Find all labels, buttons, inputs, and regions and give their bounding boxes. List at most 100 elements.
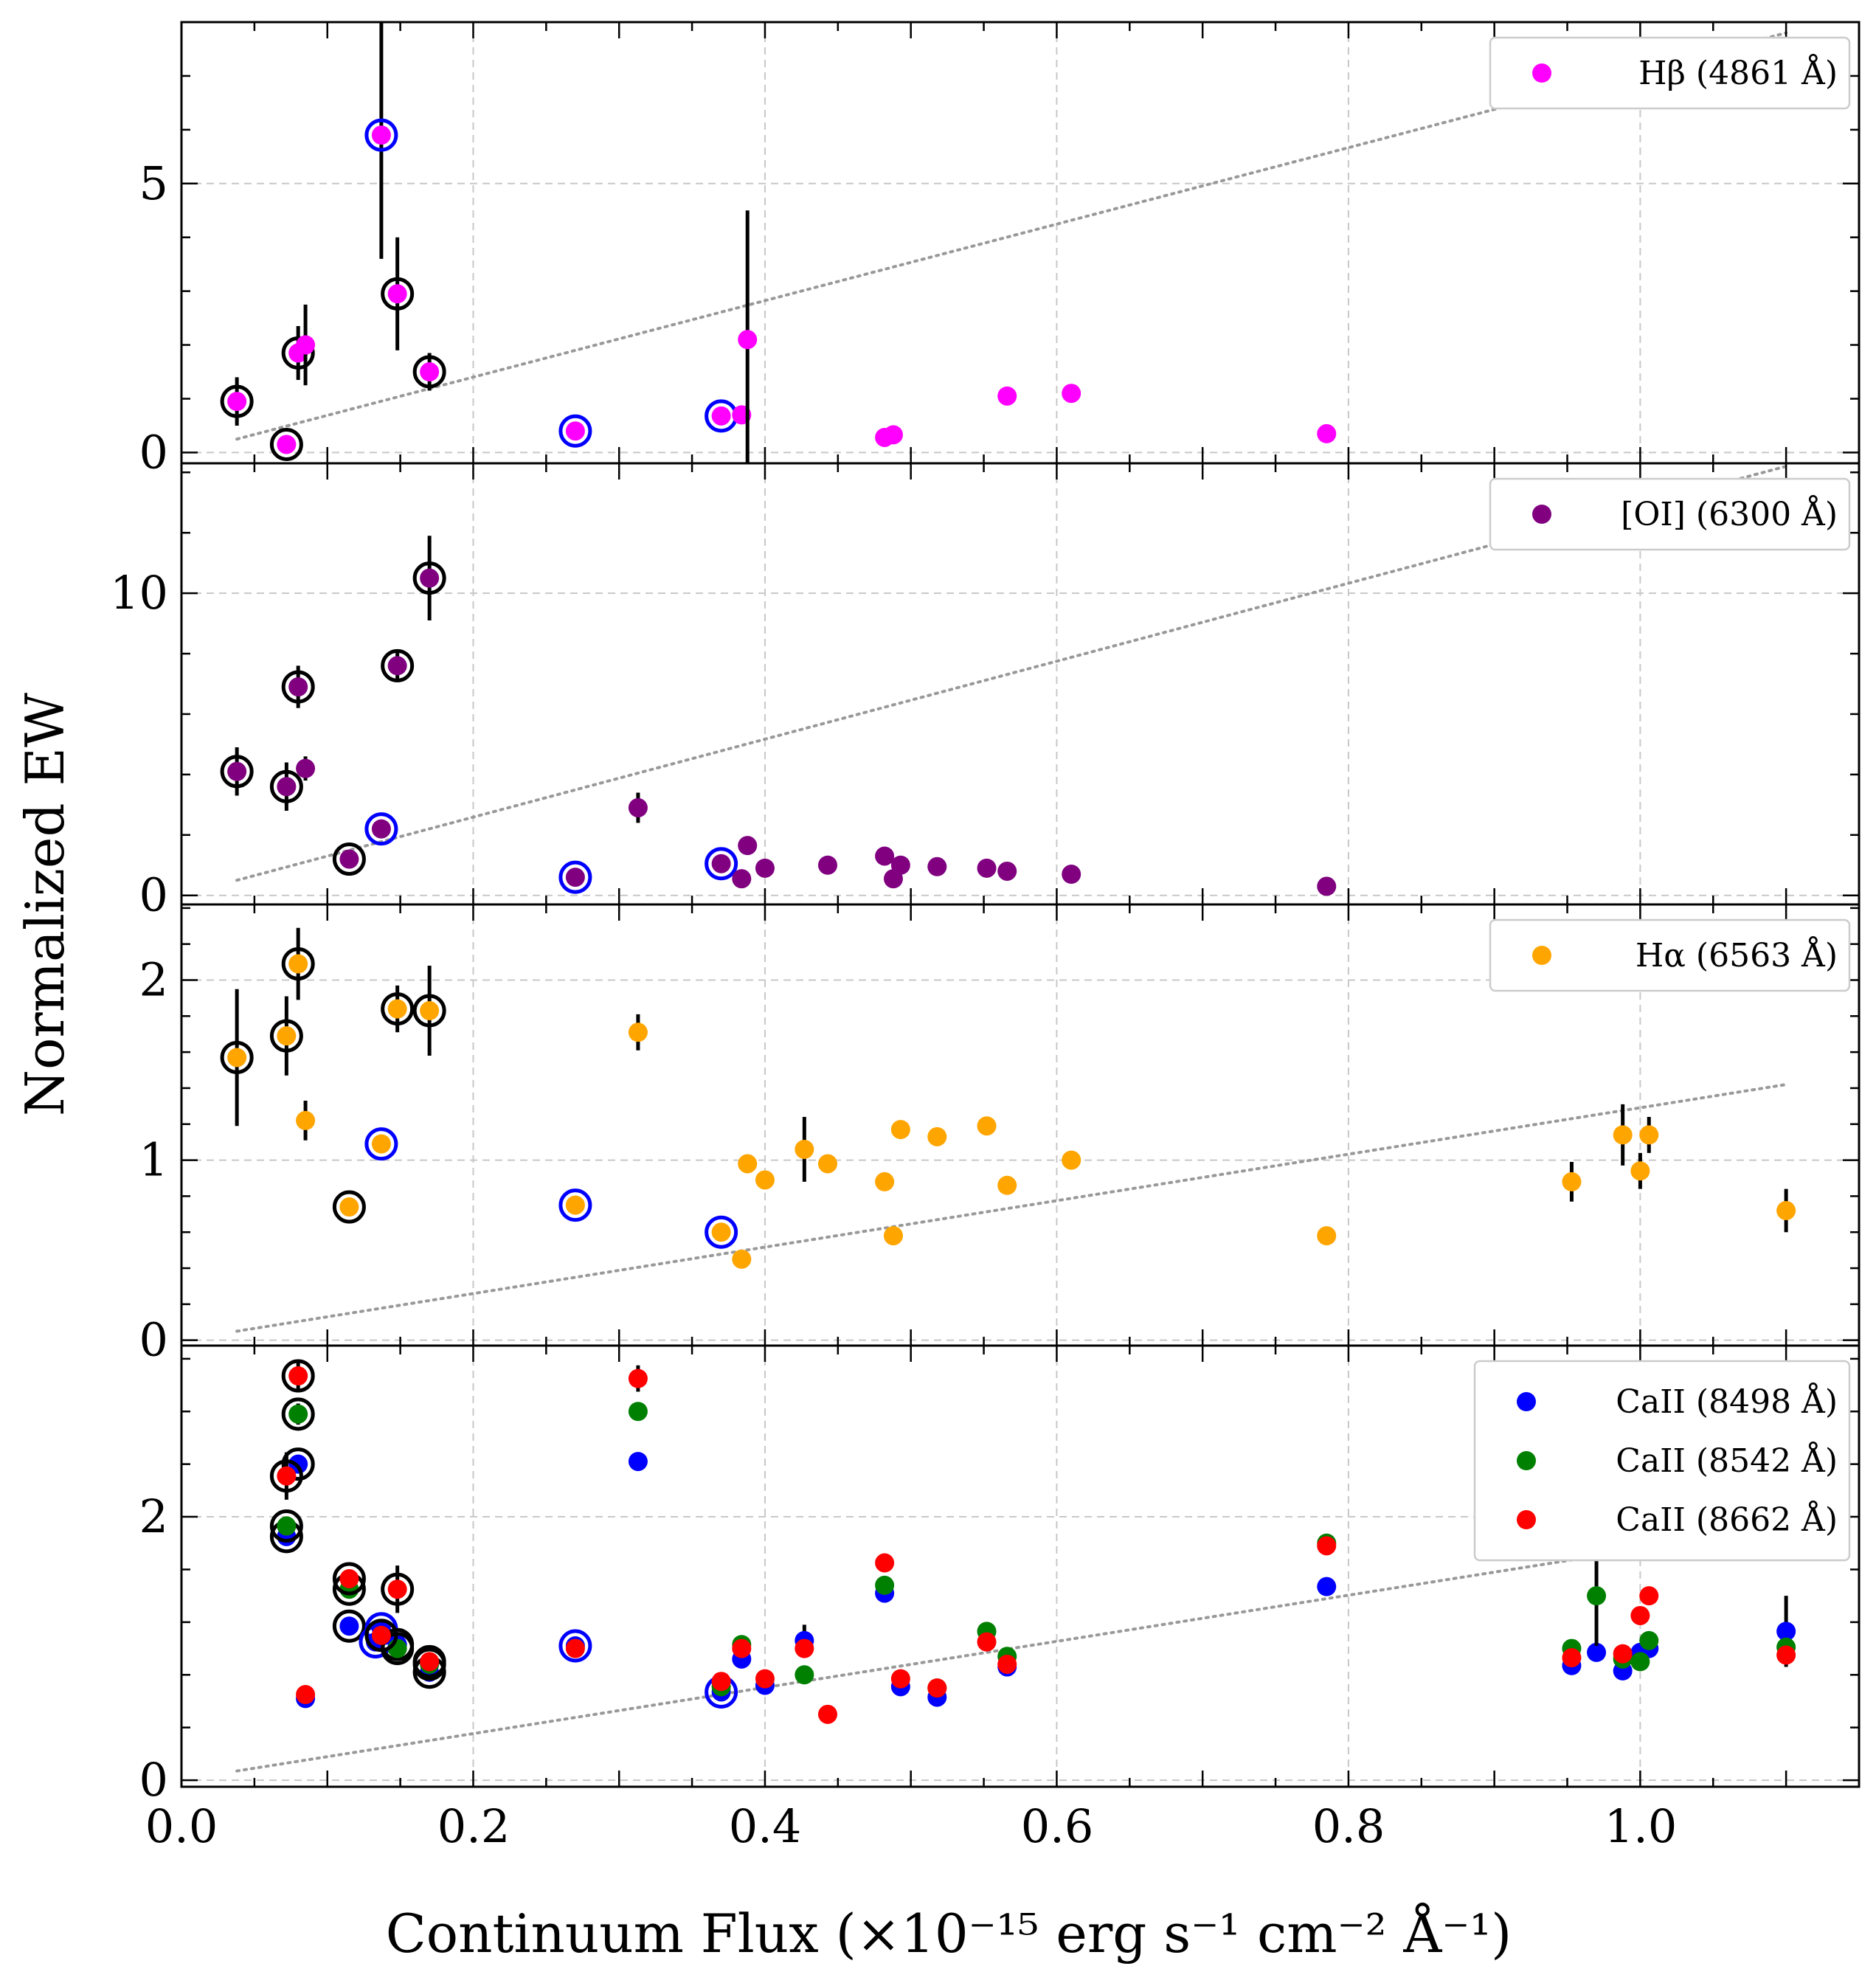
x-tick-label: 0.8 bbox=[1312, 1799, 1385, 1853]
y-tick-label: 0 bbox=[139, 1753, 168, 1807]
data-point bbox=[371, 1134, 391, 1154]
data-point bbox=[1639, 1586, 1659, 1606]
data-point bbox=[565, 1195, 585, 1215]
data-point bbox=[883, 425, 903, 445]
data-point bbox=[1317, 1577, 1337, 1596]
data-point bbox=[732, 1638, 752, 1658]
data-point bbox=[1587, 1586, 1607, 1606]
highlight-ring bbox=[705, 847, 738, 881]
highlight-ring bbox=[332, 1609, 366, 1643]
y-tick-label: 0 bbox=[139, 1313, 168, 1367]
data-point bbox=[420, 1652, 440, 1672]
legend: [OI] (6300 Å) bbox=[1489, 477, 1851, 551]
highlight-ring bbox=[364, 1127, 398, 1161]
tick-marks bbox=[180, 1346, 1861, 1787]
data-point bbox=[1317, 1226, 1337, 1246]
legend-marker bbox=[1517, 1392, 1536, 1411]
data-point bbox=[277, 1466, 297, 1486]
data-point bbox=[420, 568, 440, 588]
highlight-ring bbox=[558, 1188, 592, 1222]
data-point bbox=[277, 777, 297, 797]
data-point bbox=[875, 1553, 895, 1573]
data-point bbox=[387, 656, 407, 676]
trend-line bbox=[235, 1083, 1788, 1333]
legend-marker bbox=[1517, 1510, 1536, 1529]
data-point bbox=[1776, 1622, 1796, 1641]
y-tick-labels: 0 10 bbox=[110, 566, 168, 922]
data-point bbox=[817, 855, 837, 875]
data-point bbox=[1613, 1644, 1633, 1664]
legend: Hα (6563 Å) bbox=[1489, 918, 1851, 992]
data-point bbox=[339, 1616, 359, 1636]
data-point bbox=[296, 758, 316, 778]
data-point bbox=[227, 1048, 247, 1067]
highlight-ring bbox=[381, 277, 415, 311]
highlight-ring bbox=[364, 1619, 398, 1652]
highlight-ring bbox=[332, 1562, 366, 1596]
legend-box bbox=[1489, 477, 1851, 551]
data-point bbox=[296, 1110, 316, 1130]
data-point bbox=[339, 849, 359, 869]
legend-label: [OI] (6300 Å) bbox=[1621, 494, 1838, 533]
legend-marker bbox=[1517, 1451, 1536, 1470]
plot-area bbox=[220, 927, 1796, 1333]
x-axis-label: Continuum Flux (×10⁻¹⁵ erg s⁻¹ cm⁻² Å⁻¹) bbox=[386, 1902, 1512, 1965]
highlight-ring bbox=[220, 1040, 254, 1074]
data-point bbox=[795, 1665, 814, 1685]
data-point bbox=[738, 1154, 758, 1174]
highlight-ring bbox=[281, 1397, 315, 1431]
highlight-ring bbox=[381, 992, 415, 1026]
panel-hbeta: 05 Hβ (4861 Å) bbox=[139, 21, 1861, 480]
highlight-ring bbox=[381, 648, 415, 682]
data-point bbox=[296, 335, 316, 355]
y-tick-label: 5 bbox=[139, 156, 168, 210]
data-point bbox=[997, 861, 1017, 881]
data-point bbox=[296, 1685, 316, 1705]
data-point bbox=[997, 386, 1017, 406]
data-point bbox=[738, 330, 758, 350]
data-point bbox=[755, 1669, 775, 1689]
data-point bbox=[755, 858, 775, 878]
legend-marker bbox=[1532, 946, 1551, 965]
data-point bbox=[420, 362, 440, 382]
data-point bbox=[371, 125, 391, 145]
y-axis-label: Normalized EW bbox=[14, 693, 76, 1116]
highlight-ring bbox=[364, 118, 398, 152]
highlight-ring bbox=[281, 1359, 315, 1393]
data-point bbox=[890, 855, 910, 875]
data-point bbox=[977, 1116, 997, 1136]
x-tick-label: 0.2 bbox=[437, 1799, 510, 1853]
data-point bbox=[628, 797, 648, 817]
legend-box bbox=[1489, 36, 1851, 110]
data-point bbox=[817, 1704, 837, 1724]
highlight-ring bbox=[558, 414, 592, 448]
data-point bbox=[628, 1368, 648, 1388]
data-point bbox=[927, 1127, 947, 1146]
data-point bbox=[1062, 865, 1081, 885]
data-point bbox=[1562, 1648, 1582, 1668]
data-point bbox=[875, 1172, 895, 1191]
data-point bbox=[997, 1175, 1017, 1195]
data-point bbox=[628, 1452, 648, 1472]
highlight-ring bbox=[269, 1509, 303, 1543]
legend-label: CaII (8662 Å) bbox=[1616, 1500, 1838, 1539]
data-point bbox=[227, 761, 247, 781]
y-tick-label: 2 bbox=[139, 1489, 168, 1543]
data-point bbox=[732, 1249, 752, 1269]
highlight-ring bbox=[220, 384, 254, 418]
y-tick-label: 1 bbox=[139, 1133, 168, 1187]
y-tick-labels: 05 bbox=[139, 156, 168, 480]
axes-frame bbox=[180, 1344, 1861, 1788]
data-point bbox=[277, 435, 297, 454]
data-point bbox=[755, 1170, 775, 1190]
data-point bbox=[977, 858, 997, 878]
highlight-ring bbox=[332, 1190, 366, 1224]
tick-marks bbox=[180, 463, 1861, 904]
data-point bbox=[1062, 1150, 1081, 1170]
highlight-ring bbox=[281, 670, 315, 704]
data-point bbox=[1776, 1200, 1796, 1220]
x-tick-labels: 0.0 0.2 0.4 0.6 0.8 1.0 bbox=[145, 1799, 1678, 1853]
legend-marker bbox=[1532, 505, 1551, 524]
data-point bbox=[387, 1579, 407, 1599]
